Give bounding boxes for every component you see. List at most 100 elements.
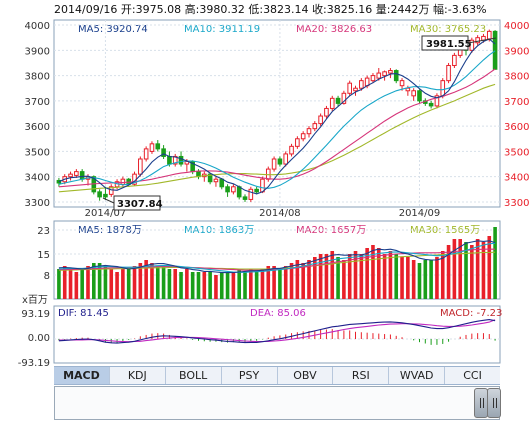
candle-body [428,102,434,107]
volume-tick-left: 15 [37,250,50,261]
price-tick-right: 3700 [504,97,529,108]
volume-bar [382,254,387,299]
candle-body [405,87,411,92]
candle-body [393,70,399,82]
month-label: 2014/07 [85,208,127,219]
candle-body [335,97,341,104]
volume-bar [400,257,404,299]
volume-bar [179,272,183,299]
volume-bar [342,260,346,299]
candle-body [329,97,335,109]
volume-bar [289,263,294,299]
volume-bar [336,257,340,299]
volume-bar [283,266,288,299]
header-info: 2014/09/16 开:3975.08 高:3980.32 低:3823.14… [54,2,487,16]
volume-bar [318,254,323,299]
navigator-right-handle[interactable] [487,388,501,418]
macd-tick-left: -93.19 [18,358,50,369]
volume-bar [155,266,160,299]
candle-body [68,173,73,178]
candle-body [492,30,498,70]
indicator-tabs: MACD KDJ BOLL PSY OBV RSI WVAD CCI [54,366,500,385]
candle-body [306,128,312,135]
volume-bar [126,269,131,299]
volume-bar [121,269,125,299]
tab-kdj[interactable]: KDJ [110,367,166,384]
volume-bar [440,251,445,299]
tab-psy[interactable]: PSY [222,367,278,384]
candle-body [248,188,254,200]
volume-bar [417,263,422,299]
volume-bar [487,236,492,299]
volume-bar [353,251,358,299]
price-tick-right: 3500 [504,147,529,158]
price-tick-left: 3500 [25,147,50,158]
volume-ma5-label: MA5: 1878万 [78,225,142,236]
candle-body [388,70,393,74]
volume-bar [150,263,154,299]
candle-body [143,148,149,160]
volume-bar [301,263,305,299]
candle-body [271,158,277,170]
volume-bar [57,269,61,299]
tab-macd[interactable]: MACD [54,367,110,384]
month-label: 2014/09 [399,208,441,219]
macd-tick-left: 0.00 [28,333,50,344]
candle-body [74,171,79,176]
volume-bar [68,269,73,299]
volume-bar [196,272,201,299]
candle-body [300,133,306,140]
dea-label: DEA: 85.06 [250,308,306,319]
time-navigator[interactable] [54,386,500,420]
candle-body [97,191,102,198]
volume-bar [91,263,96,299]
price-ma20-label: MA20: 3826.63 [296,24,372,35]
volume-bar [237,269,242,299]
high-callout: 3981.55 [421,35,497,51]
price-tick-left: 3900 [25,46,50,57]
price-tick-left: 3800 [25,72,50,83]
low-callout-value: 3307.84 [117,199,163,210]
candle-body [440,80,446,97]
candle-body [219,178,225,188]
volume-bar [330,251,335,299]
tab-obv[interactable]: OBV [278,367,334,384]
volume-bar [278,269,282,299]
volume-bar [411,260,416,299]
price-ma5-label: MA5: 3920.74 [78,24,148,35]
volume-bar [376,248,381,299]
volume-bar [202,272,207,299]
macd-unit-label: x百万 [22,294,48,306]
tab-boll[interactable]: BOLL [166,367,222,384]
volume-bar [481,242,486,299]
volume-bar [109,269,114,299]
candle-body [225,186,230,193]
price-ma30-label: MA30: 3765.23 [410,24,486,35]
candle-body [260,178,265,193]
price-tick-right: 3900 [504,46,529,57]
candle-body [56,179,62,184]
navigator-left-handle[interactable] [474,388,488,418]
candle-body [155,143,161,150]
low-callout: 3307.84 [102,195,163,211]
volume-bar [138,263,143,299]
volume-bar [74,272,79,299]
candle-body [289,145,294,155]
candle-body [178,155,184,165]
price-tick-left: 3700 [25,97,50,108]
candle-body [486,30,492,40]
volume-bar [394,254,399,299]
candle-body [382,71,387,77]
tab-rsi[interactable]: RSI [333,367,390,384]
volume-bar [452,239,457,299]
tab-wvad[interactable]: WVAD [389,367,446,384]
macd-panel-frame [53,305,501,364]
candle-body [213,178,219,183]
candle-body [399,80,405,87]
price-tick-right: 3400 [504,173,529,184]
volume-bar [475,239,480,299]
tab-cci[interactable]: CCI [463,369,482,382]
volume-bar [307,260,311,299]
high-callout-value: 3981.55 [426,39,472,50]
